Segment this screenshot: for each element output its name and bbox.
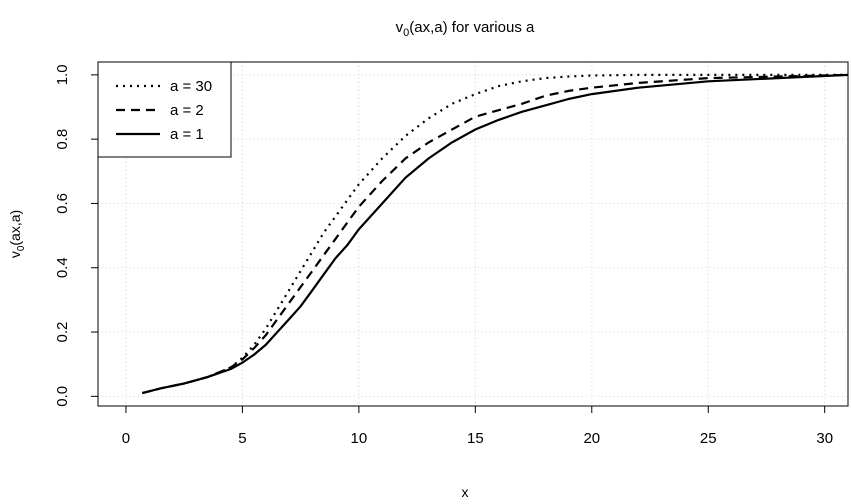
y-tick-label: 0.2 — [54, 322, 71, 343]
chart-title-subscript: 0 — [403, 27, 409, 39]
x-tick-label: 0 — [122, 430, 130, 447]
x-tick-label: 15 — [467, 430, 484, 447]
y-tick-label: 0.0 — [54, 386, 71, 407]
series-line-a-30 — [142, 73, 848, 395]
y-axis-label: v0(ax,a) — [7, 210, 27, 258]
series-line-a-2 — [142, 73, 849, 395]
chart-title: v0(ax,a) for various a — [396, 19, 535, 39]
x-tick-label: 25 — [700, 430, 717, 447]
legend-label: a = 30 — [170, 78, 212, 95]
series-lines — [142, 73, 849, 395]
legend: a = 30 a = 2 a = 1 — [97, 61, 232, 158]
y-tick-label: 0.4 — [54, 257, 71, 278]
y-axis-label-main: v — [7, 251, 23, 258]
legend-label: a = 1 — [170, 126, 204, 143]
y-tick-label: 0.6 — [54, 193, 71, 214]
legend-label: a = 2 — [170, 102, 204, 119]
x-axis-label: x — [462, 484, 469, 500]
y-axis-label-subscript: 0 — [16, 245, 27, 251]
x-tick-label: 10 — [351, 430, 368, 447]
plot-frame — [97, 61, 849, 407]
x-tick-label: 20 — [583, 430, 600, 447]
x-tick-label: 30 — [816, 430, 833, 447]
y-axis-label-rest: (ax,a) — [7, 210, 23, 246]
chart-title-rest: (ax,a) for various a — [409, 19, 535, 36]
series-line-a-1 — [142, 73, 849, 395]
x-tick-label: 5 — [238, 430, 246, 447]
y-tick-label: 0.8 — [54, 129, 71, 150]
y-tick-label: 1.0 — [54, 64, 71, 85]
chart-title-main: v — [396, 19, 404, 36]
